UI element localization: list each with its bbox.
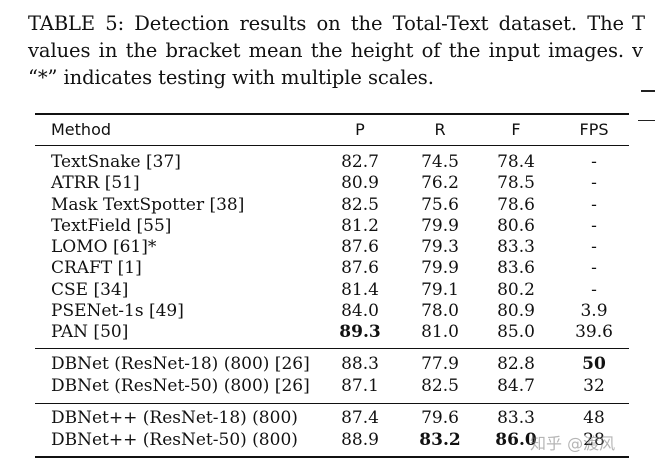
- cell-f: 80.2: [497, 280, 535, 300]
- group-separator-rule: [35, 403, 629, 404]
- cell-p: 82.5: [341, 195, 379, 215]
- cell-fps: -: [591, 173, 597, 193]
- cell-method: LOMO [61]*: [51, 237, 157, 257]
- adjacent-column-rule: [641, 90, 655, 92]
- cell-p: 81.4: [341, 280, 379, 300]
- table-header-row: Method P R F FPS: [35, 119, 629, 140]
- cell-fps: -: [591, 280, 597, 300]
- table-row: ATRR [51] 80.9 76.2 78.5 -: [35, 173, 629, 194]
- cell-f: 83.3: [497, 237, 535, 257]
- cell-p: 80.9: [341, 173, 379, 193]
- cell-p: 81.2: [341, 216, 379, 236]
- cell-r: 79.9: [421, 258, 459, 278]
- cell-r: 79.1: [421, 280, 459, 300]
- header-p: P: [355, 120, 365, 139]
- cell-method: DBNet++ (ResNet-18) (800): [51, 408, 298, 428]
- cell-f: 82.8: [497, 354, 535, 374]
- cell-p: 87.6: [341, 258, 379, 278]
- cell-r: 77.9: [421, 354, 459, 374]
- cell-fps: 48: [583, 408, 605, 428]
- cell-fps: -: [591, 237, 597, 257]
- cell-method: DBNet (ResNet-18) (800) [26]: [51, 354, 310, 374]
- cell-r: 83.2: [419, 430, 461, 450]
- cell-p: 87.1: [341, 376, 379, 396]
- table-row: Mask TextSpotter [38] 82.5 75.6 78.6 -: [35, 195, 629, 216]
- table-top-rule: [35, 113, 629, 115]
- adjacent-column-fragment: T v: [632, 12, 646, 62]
- cell-fps: -: [591, 152, 597, 172]
- cell-p: 88.3: [341, 354, 379, 374]
- cell-p: 82.7: [341, 152, 379, 172]
- header-r: R: [434, 120, 446, 139]
- table-row: TextSnake [37] 82.7 74.5 78.4 -: [35, 152, 629, 173]
- cell-p: 89.3: [339, 322, 381, 342]
- cell-r: 78.0: [421, 301, 459, 321]
- cell-p: 84.0: [341, 301, 379, 321]
- cell-method: CRAFT [1]: [51, 258, 142, 278]
- cell-r: 81.0: [421, 322, 459, 342]
- cell-f: 86.0: [495, 430, 537, 450]
- cell-fps: -: [591, 195, 597, 215]
- table-bottom-rule: [35, 456, 629, 458]
- cell-fps: -: [591, 216, 597, 236]
- cell-f: 80.6: [497, 216, 535, 236]
- adjacent-column-rule: [638, 120, 655, 121]
- cell-r: 82.5: [421, 376, 459, 396]
- table-row: PSENet-1s [49] 84.0 78.0 80.9 3.9: [35, 301, 629, 322]
- cell-method: Mask TextSpotter [38]: [51, 195, 245, 215]
- cell-f: 83.3: [497, 408, 535, 428]
- header-fps: FPS: [579, 120, 609, 139]
- cell-fps: 50: [582, 354, 606, 374]
- table-row: CSE [34] 81.4 79.1 80.2 -: [35, 280, 629, 301]
- cell-method: PSENet-1s [49]: [51, 301, 184, 321]
- cell-p: 88.9: [341, 430, 379, 450]
- cell-fps: 3.9: [580, 301, 608, 321]
- table-row: PAN [50] 89.3 81.0 85.0 39.6: [35, 322, 629, 343]
- table-row: DBNet (ResNet-18) (800) [26] 88.3 77.9 82.8…: [35, 354, 629, 375]
- cell-method: TextSnake [37]: [51, 152, 181, 172]
- cell-method: TextField [55]: [51, 216, 172, 236]
- cell-f: 78.6: [497, 195, 535, 215]
- header-method: Method: [51, 120, 112, 139]
- cell-r: 74.5: [421, 152, 459, 172]
- cell-method: PAN [50]: [51, 322, 129, 342]
- cell-f: 85.0: [497, 322, 535, 342]
- cell-method: CSE [34]: [51, 280, 129, 300]
- cell-method: DBNet++ (ResNet-50) (800): [51, 430, 298, 450]
- cell-r: 79.9: [421, 216, 459, 236]
- header-f: F: [511, 120, 521, 139]
- table-row: CRAFT [1] 87.6 79.9 83.6 -: [35, 258, 629, 279]
- cell-fps: 39.6: [575, 322, 613, 342]
- cell-f: 78.4: [497, 152, 535, 172]
- cell-method: DBNet (ResNet-50) (800) [26]: [51, 376, 310, 396]
- table-row: DBNet++ (ResNet-18) (800) 87.4 79.6 83.3 48: [35, 408, 629, 429]
- cell-r: 76.2: [421, 173, 459, 193]
- cell-p: 87.4: [341, 408, 379, 428]
- cell-r: 79.3: [421, 237, 459, 257]
- table-row: LOMO [61]* 87.6 79.3 83.3 -: [35, 237, 629, 258]
- table-row: DBNet++ (ResNet-50) (800) 88.9 83.2 86.0 28: [35, 430, 629, 451]
- table-caption: TABLE 5: Detection results on the Total-…: [28, 12, 624, 89]
- table-row: DBNet (ResNet-50) (800) [26] 87.1 82.5 84.7…: [35, 376, 629, 397]
- header-rule: [35, 145, 629, 146]
- cell-method: ATRR [51]: [51, 173, 140, 193]
- cell-f: 78.5: [497, 173, 535, 193]
- cell-f: 80.9: [497, 301, 535, 321]
- table-row: TextField [55] 81.2 79.9 80.6 -: [35, 216, 629, 237]
- cell-f: 83.6: [497, 258, 535, 278]
- watermark: 知乎 @渡风: [530, 434, 616, 453]
- cell-fps: 32: [583, 376, 605, 396]
- cell-fps: 28: [583, 430, 605, 450]
- cell-p: 87.6: [341, 237, 379, 257]
- cell-r: 79.6: [421, 408, 459, 428]
- cell-f: 84.7: [497, 376, 535, 396]
- cell-r: 75.6: [421, 195, 459, 215]
- cell-fps: -: [591, 258, 597, 278]
- group-separator-rule: [35, 348, 629, 349]
